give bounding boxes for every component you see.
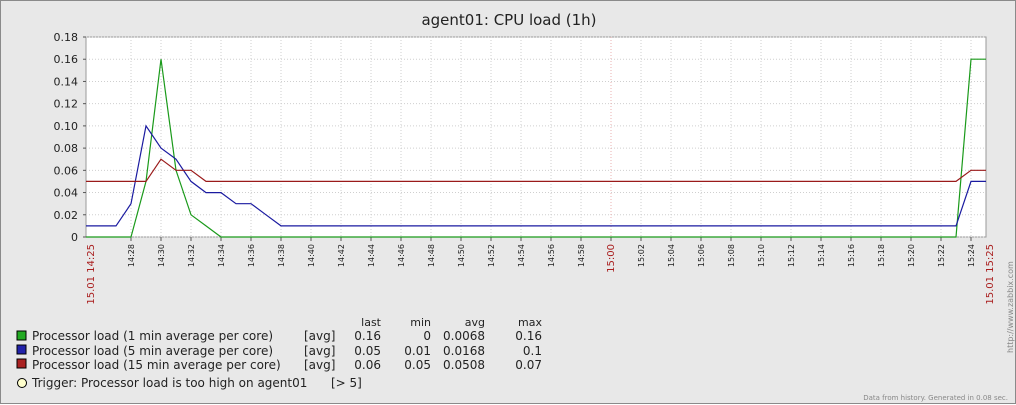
x-tick-label: 14:30 xyxy=(157,244,166,267)
y-tick-label: 0.18 xyxy=(54,31,79,44)
y-tick-label: 0.02 xyxy=(54,209,79,222)
x-tick-label: 14:40 xyxy=(307,244,316,267)
x-tick-label: 14:28 xyxy=(127,244,136,267)
x-tick-label: 14:50 xyxy=(457,244,466,267)
x-tick-label: 15:22 xyxy=(937,244,946,267)
legend-last-15min: 0.06 xyxy=(354,358,381,372)
x-tick-label: 15:14 xyxy=(817,244,826,267)
x-tick-label: 14:44 xyxy=(367,244,376,267)
x-axis-end-label: 15.01 15:25 xyxy=(985,244,996,305)
x-tick-label: 14:42 xyxy=(337,244,346,267)
x-tick-label: 14:34 xyxy=(217,244,226,267)
legend-func-15min: [avg] xyxy=(304,358,335,372)
x-tick-label: 14:56 xyxy=(547,244,556,267)
y-tick-label: 0.08 xyxy=(54,142,79,155)
y-tick-label: 0.04 xyxy=(54,187,79,200)
legend-swatch-15min xyxy=(16,358,27,369)
legend-row-5min: Processor load (5 min average per core) … xyxy=(16,344,542,358)
legend-header-max: max xyxy=(518,316,542,329)
x-tick-label: 15:08 xyxy=(727,244,736,267)
series-line-15min xyxy=(86,158,986,182)
legend-swatch-1min xyxy=(16,330,27,341)
x-tick-label: 14:38 xyxy=(277,244,286,267)
legend-name-1min: Processor load (1 min average per core) xyxy=(32,329,273,343)
x-tick-label: 15:06 xyxy=(697,244,706,267)
legend-header-avg: avg xyxy=(465,316,485,329)
x-tick-label: 14:48 xyxy=(427,244,436,267)
y-tick-label: 0.06 xyxy=(54,164,79,177)
legend-min-1min: 0 xyxy=(423,329,431,343)
y-tick-label: 0 xyxy=(71,231,78,244)
legend-name-5min: Processor load (5 min average per core) xyxy=(32,344,273,358)
legend-row-1min: Processor load (1 min average per core) … xyxy=(16,329,542,343)
legend-row-15min: Processor load (15 min average per core)… xyxy=(16,358,542,372)
legend-max-1min: 0.16 xyxy=(515,329,542,343)
x-tick-label: 15:18 xyxy=(877,244,886,267)
x-axis-ticks: 14:28 14:30 14:32 14:34 14:36 14:38 14:40 14:42… xyxy=(127,237,976,273)
legend-min-5min: 0.01 xyxy=(404,344,431,358)
legend-last-1min: 0.16 xyxy=(354,329,381,343)
x-tick-label: 15:20 xyxy=(907,244,916,267)
trigger-condition: [> 5] xyxy=(331,376,362,390)
y-tick-label: 0.14 xyxy=(54,75,79,88)
legend-func-1min: [avg] xyxy=(304,329,335,343)
x-tick-label: 14:32 xyxy=(187,244,196,267)
x-tick-label: 14:46 xyxy=(397,244,406,267)
legend-max-5min: 0.1 xyxy=(523,344,542,358)
legend-max-15min: 0.07 xyxy=(515,358,542,372)
x-tick-label: 15:02 xyxy=(637,244,646,267)
legend-avg-1min: 0.0068 xyxy=(443,329,485,343)
x-tick-label: 14:58 xyxy=(577,244,586,267)
x-tick-label: 15:04 xyxy=(667,244,676,267)
legend-header-last: last xyxy=(361,316,382,329)
legend-avg-15min: 0.0508 xyxy=(443,358,485,372)
chart-title: agent01: CPU load (1h) xyxy=(421,11,596,29)
series-lines xyxy=(86,58,986,238)
legend-trigger: Trigger: Processor load is too high on a… xyxy=(17,376,362,390)
x-tick-label: 15:00 xyxy=(606,244,617,273)
series-line-1min xyxy=(86,58,986,238)
x-tick-label: 15:12 xyxy=(787,244,796,267)
y-tick-label: 0.12 xyxy=(54,98,79,111)
x-axis-start-label: 15.01 14:25 xyxy=(86,244,97,305)
x-tick-label: 15:10 xyxy=(757,244,766,267)
legend-min-15min: 0.05 xyxy=(404,358,431,372)
legend-last-5min: 0.05 xyxy=(354,344,381,358)
footer-note: Data from history. Generated in 0.08 sec… xyxy=(863,394,1008,402)
x-tick-label: 15:24 xyxy=(967,244,976,267)
x-tick-label: 15:16 xyxy=(847,244,856,267)
y-tick-label: 0.16 xyxy=(54,53,79,66)
x-tick-label: 14:54 xyxy=(517,244,526,267)
legend-name-15min: Processor load (15 min average per core) xyxy=(32,358,281,372)
x-tick-label: 14:36 xyxy=(247,244,256,267)
y-axis-ticks: 0 0.02 0.04 0.06 0.08 0.10 0.12 0.14 0.16 0.18 xyxy=(54,31,86,244)
series-line-5min xyxy=(86,124,986,227)
y-tick-label: 0.10 xyxy=(54,120,79,133)
x-tick-label: 14:52 xyxy=(487,244,496,267)
zabbix-watermark: http://www.zabbix.com xyxy=(1006,261,1015,353)
trigger-circle-icon xyxy=(17,378,27,388)
trigger-label: Trigger: Processor load is too high on a… xyxy=(31,376,307,390)
legend-header-min: min xyxy=(410,316,431,329)
legend-avg-5min: 0.0168 xyxy=(443,344,485,358)
legend-func-5min: [avg] xyxy=(304,344,335,358)
legend-swatch-5min xyxy=(16,344,27,355)
